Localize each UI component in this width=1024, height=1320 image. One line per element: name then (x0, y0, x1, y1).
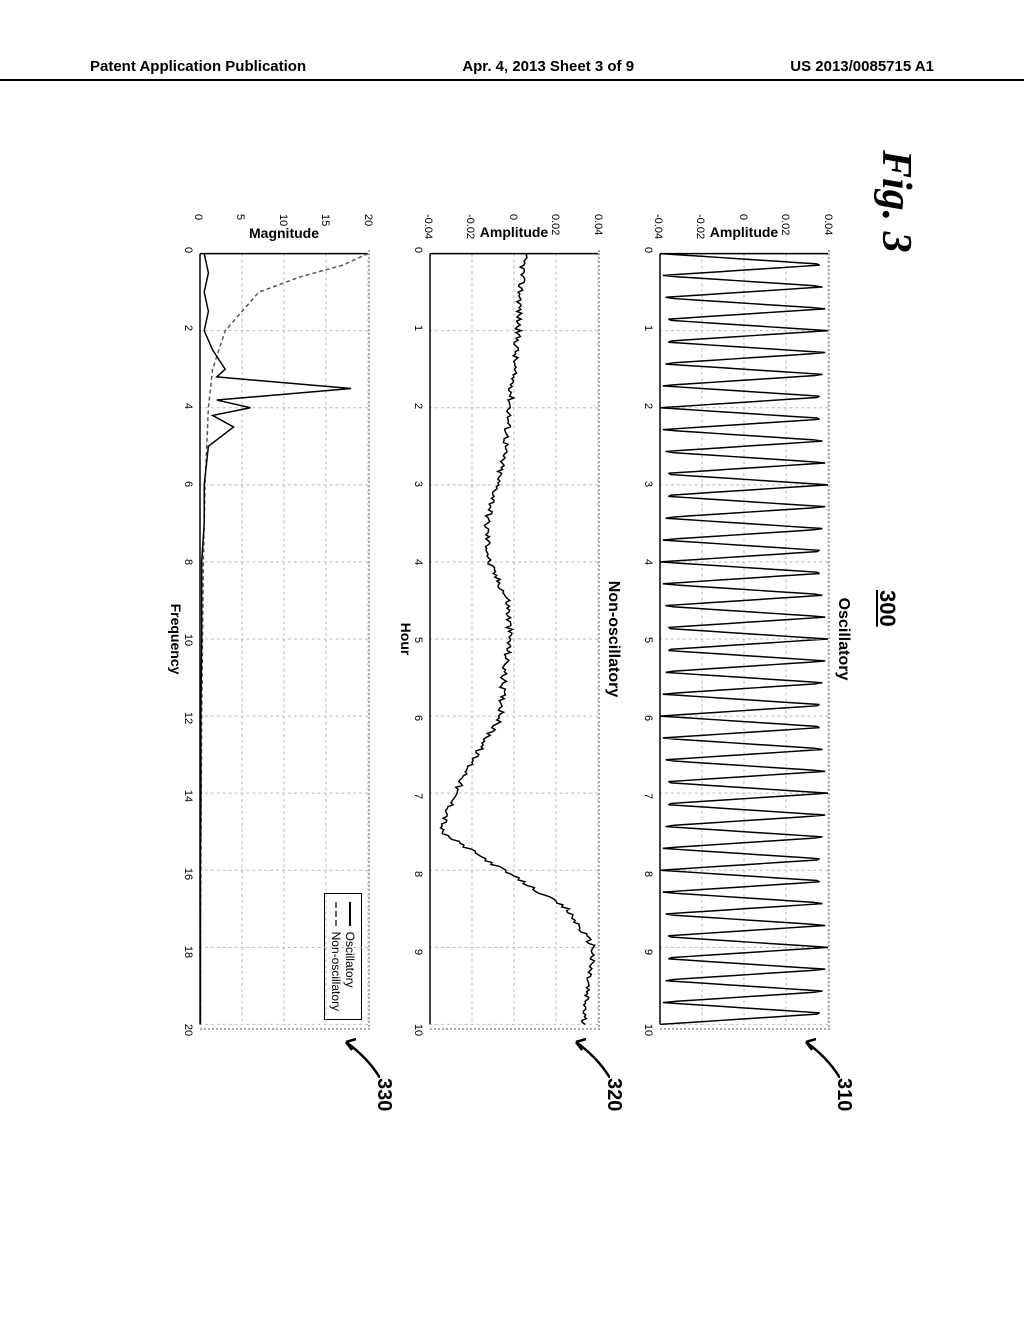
header-right: US 2013/0085715 A1 (790, 58, 934, 75)
callout-330: 330 (372, 1078, 395, 1111)
chart-oscillatory: Oscillatory Amplitude 012345678910-0.04-… (660, 250, 830, 1030)
callout-arrow-330 (340, 1038, 380, 1078)
callout-320: 320 (602, 1078, 625, 1111)
figure-container: Fig. 3 300 Oscillatory Amplitude 0123456… (10, 290, 1010, 1070)
chart1-svg (660, 250, 828, 1028)
chart1-ylabel: Amplitude (710, 224, 778, 240)
header-center: Apr. 4, 2013 Sheet 3 of 9 (462, 58, 634, 75)
chart3-svg (200, 250, 368, 1028)
chart-spectrum: Magnitude Frequency Oscillatory Non-osci… (200, 250, 370, 1030)
callout-310: 310 (832, 1078, 855, 1111)
chart1-title: Oscillatory (834, 598, 852, 681)
chart2-ylabel: Amplitude (480, 224, 548, 240)
chart2-title: Non-oscillatory (604, 581, 622, 697)
chart3-ylabel: Magnitude (249, 225, 319, 241)
callout-arrow-310 (800, 1038, 840, 1078)
figure-content: Fig. 3 300 Oscillatory Amplitude 0123456… (150, 180, 870, 1180)
figure-label: Fig. 3 (872, 150, 920, 253)
chart-non-oscillatory: Non-oscillatory Amplitude Hour 012345678… (430, 250, 600, 1030)
page-header: Patent Application Publication Apr. 4, 2… (0, 58, 1024, 81)
chart2-svg (430, 250, 598, 1028)
header-left: Patent Application Publication (90, 58, 306, 75)
callout-arrow-320 (570, 1038, 610, 1078)
figure-number: 300 (874, 590, 900, 627)
